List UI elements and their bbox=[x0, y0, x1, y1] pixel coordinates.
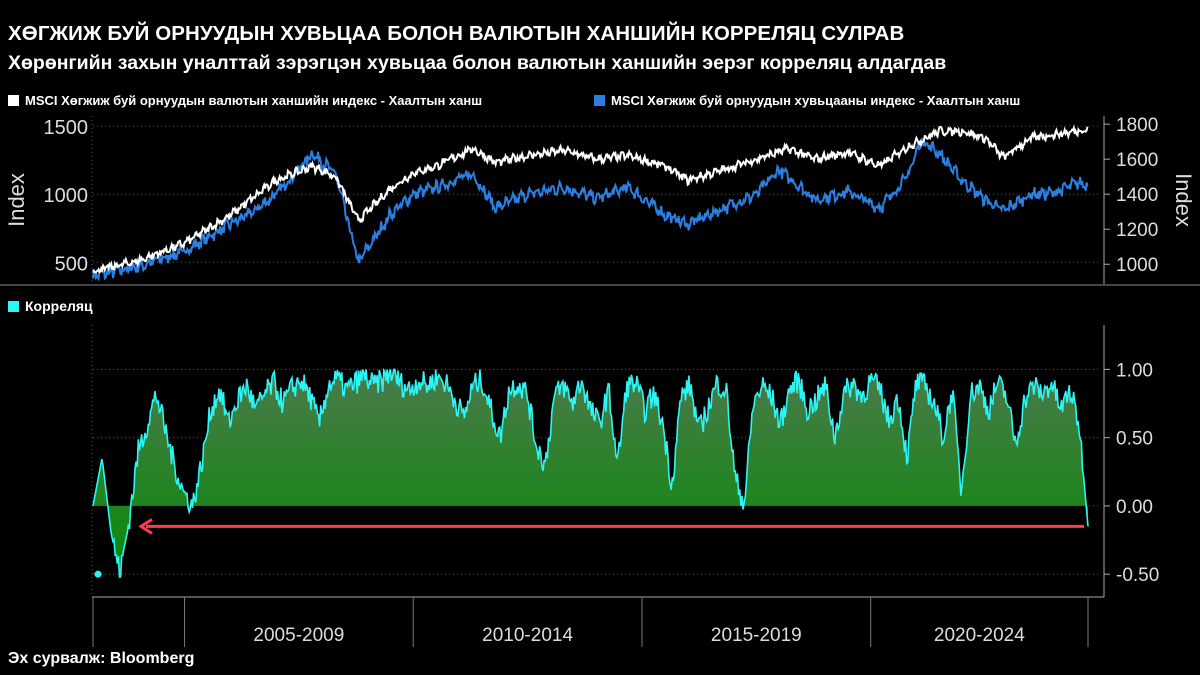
y-tick-right-4: 1800 bbox=[1116, 115, 1158, 136]
correlation-line bbox=[92, 367, 1089, 578]
legend-label-equity: MSCI Хөгжиж буй орнуудын хувьцааны индек… bbox=[611, 93, 1021, 108]
y-axis-label-right: Index bbox=[1171, 173, 1196, 227]
y-tick-right-0: 1000 bbox=[1116, 255, 1158, 276]
legend-item-equity: MSCI Хөгжиж буй орнуудын хувьцааны индек… bbox=[594, 93, 1020, 108]
bottom-panel-ticks: 1.00 0.50 0.00 -0.50 bbox=[91, 325, 1159, 597]
x-tick-label-1: 2010-2014 bbox=[482, 625, 573, 646]
source-note: Эх сурвалж: Bloomberg bbox=[8, 650, 195, 667]
top-panel-ticks: 500 1000 1500 1000 1200 1400 1600 1800 bbox=[44, 115, 1158, 284]
legend-label-currency: MSCI Хөгжиж буй орнуудын валютын ханшийн… bbox=[25, 93, 483, 108]
correlation-min-marker bbox=[94, 570, 102, 578]
y-tick-right-2: 1400 bbox=[1116, 185, 1158, 206]
legend-item-correlation: Корреляц bbox=[8, 298, 93, 314]
y-tick-left-2: 1500 bbox=[44, 117, 89, 139]
legend-item-currency: MSCI Хөгжиж буй орнуудын валютын ханшийн… bbox=[8, 93, 482, 108]
chart-title: ХӨГЖИЖ БУЙ ОРНУУДЫН ХУВЬЦАА БОЛОН ВАЛЮТЫ… bbox=[8, 22, 905, 45]
series-line-currency bbox=[92, 124, 1089, 274]
annotation-arrow bbox=[138, 518, 1084, 535]
y-tick-left-0: 500 bbox=[55, 253, 88, 275]
correlation-area bbox=[92, 367, 1089, 578]
y-tick-right-1: 1200 bbox=[1116, 220, 1158, 241]
legend-label-correlation: Корреляц bbox=[25, 298, 93, 314]
corr-y-tick-1: 0.50 bbox=[1116, 429, 1153, 450]
correlation-fill bbox=[93, 369, 1088, 577]
y-tick-left-1: 1000 bbox=[44, 185, 89, 207]
legend-swatch-equity bbox=[594, 95, 605, 106]
corr-y-tick-0: 1.00 bbox=[1116, 360, 1153, 381]
annotation-arrow-head bbox=[138, 518, 153, 535]
y-tick-right-3: 1600 bbox=[1116, 150, 1158, 171]
corr-y-tick-3: -0.50 bbox=[1116, 565, 1159, 586]
corr-y-tick-2: 0.00 bbox=[1116, 497, 1153, 518]
x-tick-label-2: 2015-2019 bbox=[711, 625, 802, 646]
x-axis: 2005-2009 2010-2014 2015-2019 2020-2024 bbox=[92, 596, 1104, 647]
x-tick-label-3: 2020-2024 bbox=[934, 625, 1025, 646]
series-line-equity bbox=[92, 137, 1089, 282]
legend-swatch-currency bbox=[8, 95, 19, 106]
top-panel-series bbox=[92, 124, 1089, 282]
chart-subtitle: Хөрөнгийн захын уналттай зэрэгцэн хувьца… bbox=[8, 52, 947, 74]
y-axis-label-left: Index bbox=[4, 173, 29, 227]
legend-swatch-correlation bbox=[8, 300, 19, 312]
x-tick-label-0: 2005-2009 bbox=[253, 625, 344, 646]
